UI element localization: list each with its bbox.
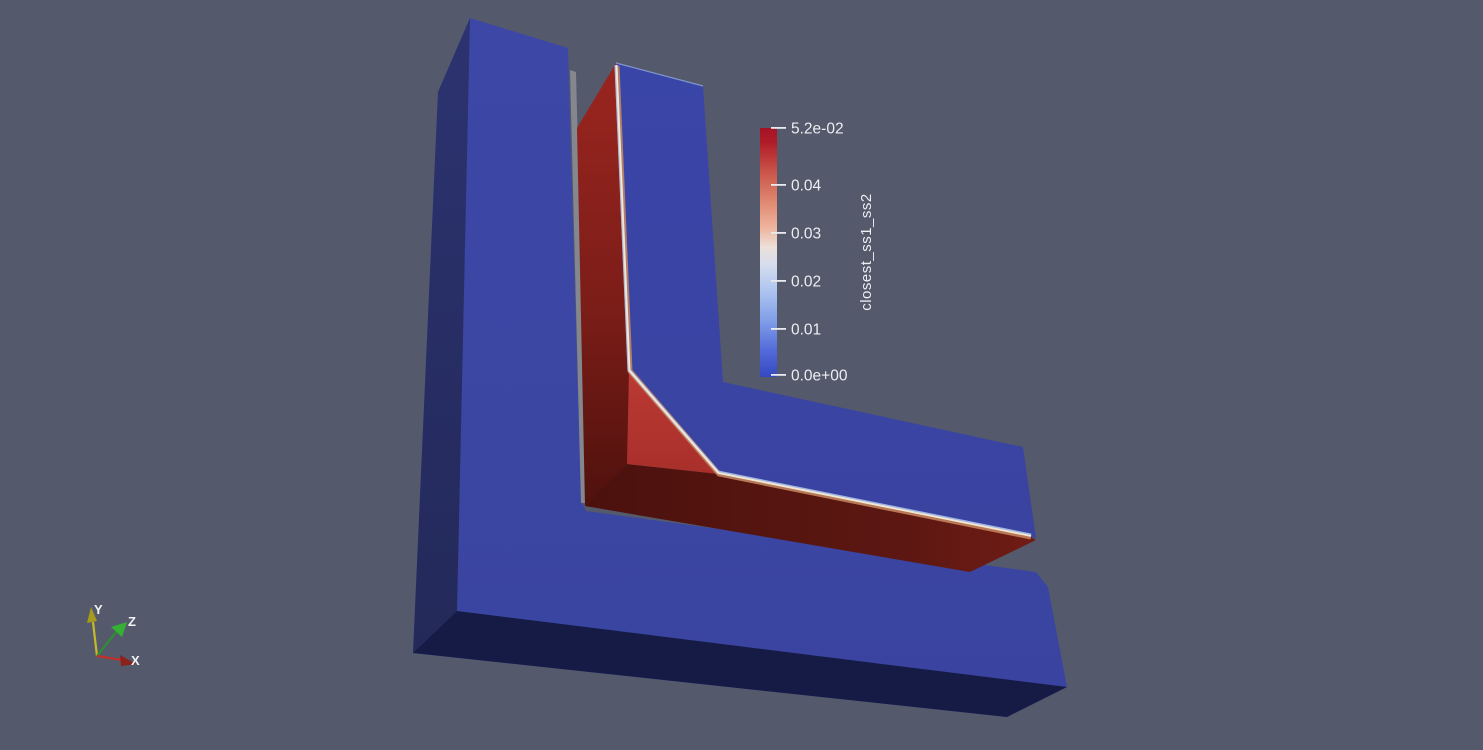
tick-mark (771, 328, 786, 330)
y-axis-label: Y (94, 602, 103, 617)
z-axis-arrowhead-icon (111, 622, 127, 637)
tick-mark (771, 374, 786, 376)
color-legend[interactable]: 5.2e-02 0.04 0.03 0.02 0.01 0.0e+00 (760, 121, 875, 385)
y-axis-arrowhead-icon (87, 607, 97, 623)
outer-block-bottom-face (413, 611, 1067, 717)
tick-label: 5.2e-02 (791, 121, 844, 138)
inner-block-contact-bottom-face (585, 464, 1036, 572)
inner-block-contact-left-face (577, 63, 630, 506)
color-legend-ticks: 5.2e-02 0.04 0.03 0.02 0.01 0.0e+00 (771, 121, 848, 385)
x-axis-arrowhead-icon (120, 655, 136, 666)
z-axis-icon (96, 631, 117, 657)
inner-block-top-ridge (615, 62, 704, 87)
inner-l-block (577, 62, 1036, 572)
contact-rim-edge (614, 64, 1032, 540)
tick-mark (771, 232, 786, 234)
tick-mark (771, 127, 786, 129)
outer-l-block (413, 18, 1067, 717)
tick-label: 0.03 (791, 226, 821, 243)
tick-mark (771, 184, 786, 186)
orientation-axes-widget: Y Z X (87, 602, 140, 668)
color-legend-bar[interactable] (760, 128, 777, 377)
tick-label: 0.02 (791, 274, 821, 291)
color-legend-title: closest_ss1_ss2 (858, 193, 875, 311)
tick-label: 0.04 (791, 178, 822, 195)
outer-block-front-top-face (413, 18, 1067, 717)
inner-block-front-top-face (616, 63, 1036, 538)
tick-label: 0.0e+00 (791, 368, 848, 385)
x-axis-icon (96, 654, 123, 662)
y-axis-icon (91, 621, 99, 657)
outer-block-left-face (413, 18, 470, 653)
z-axis-label: Z (128, 614, 136, 629)
tick-label: 0.01 (791, 322, 821, 339)
tick-mark (771, 280, 786, 282)
x-axis-label: X (131, 653, 140, 668)
